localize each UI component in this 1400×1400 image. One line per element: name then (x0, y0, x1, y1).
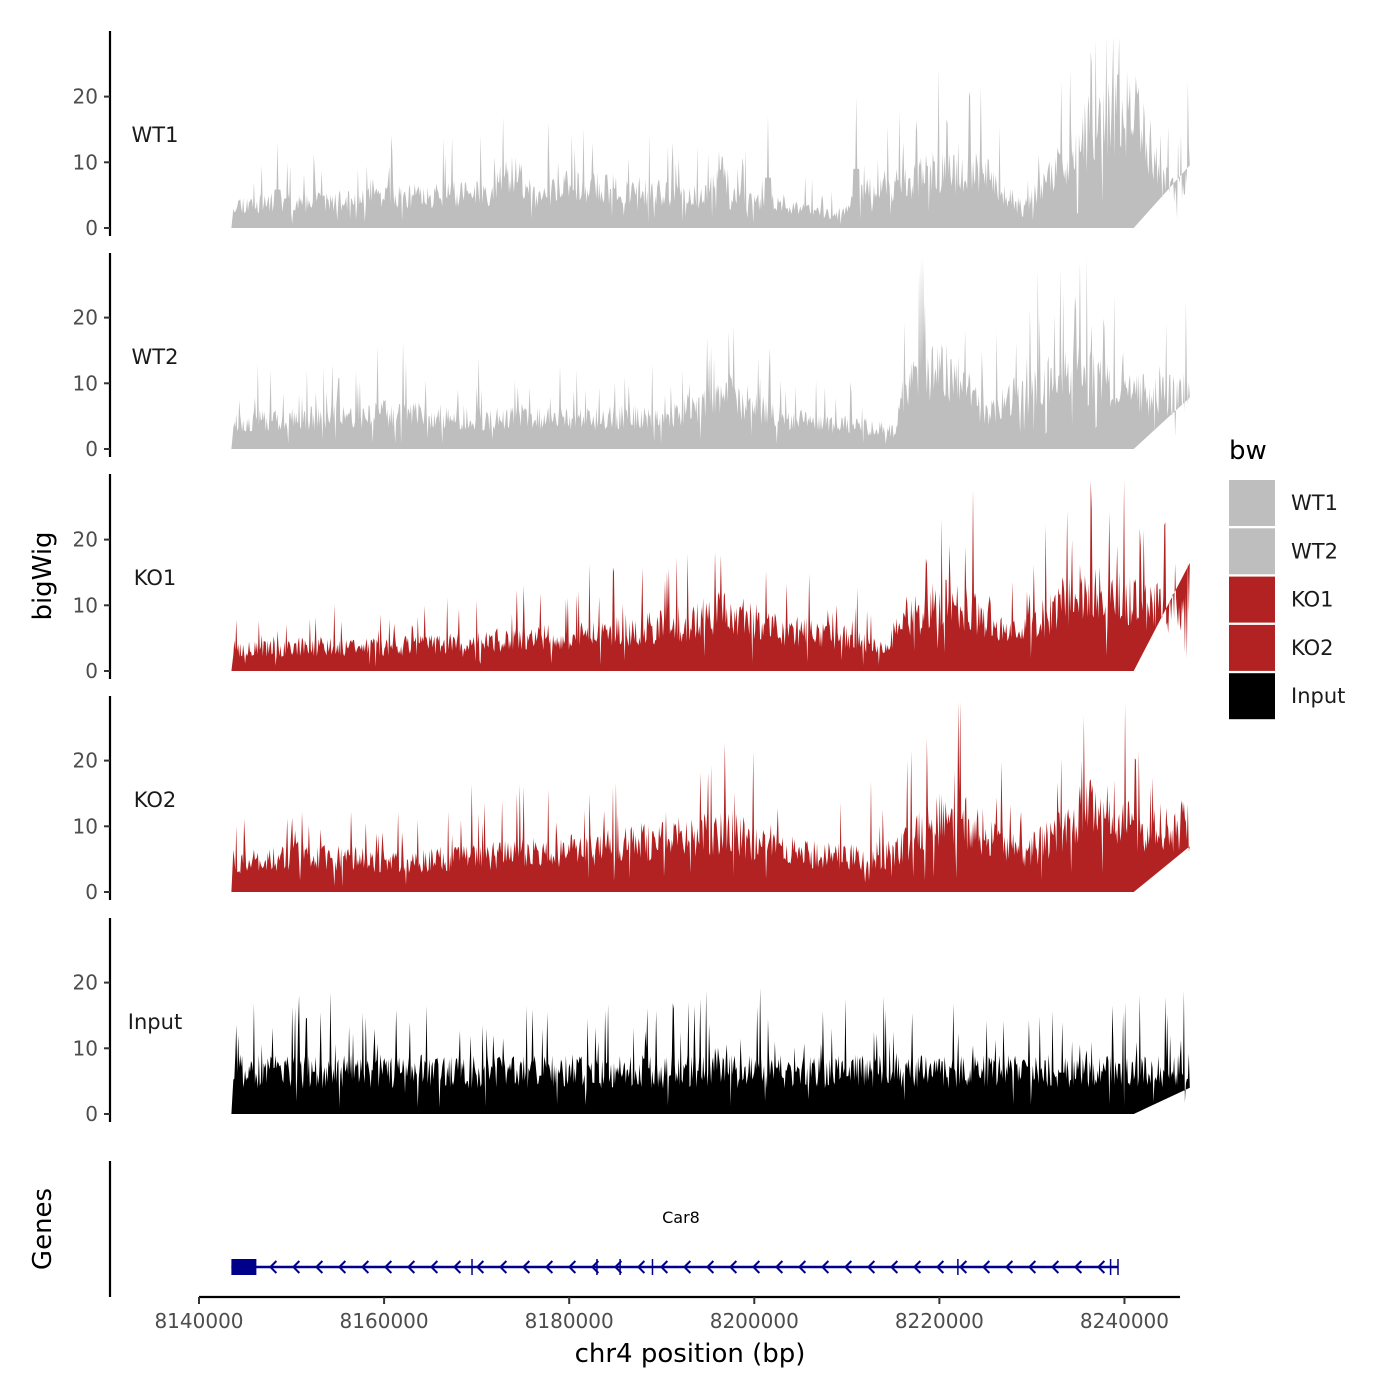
track-label: WT2 (132, 345, 179, 369)
strand-arrow (797, 1260, 807, 1274)
strand-arrow (291, 1260, 301, 1274)
legend-key-wt2 (1229, 528, 1275, 575)
x-tick-label: 8140000 (154, 1309, 243, 1333)
y-tick-label: 20 (73, 749, 98, 773)
strand-arrow (314, 1260, 324, 1274)
strand-arrow (1050, 1260, 1060, 1274)
y-tick-label: 20 (73, 971, 98, 995)
y-tick-label: 20 (73, 528, 98, 552)
legend-key-ko2 (1229, 624, 1275, 671)
gene-name-label: Car8 (662, 1208, 700, 1227)
legend-title: bw (1229, 436, 1267, 466)
strand-arrow (981, 1260, 991, 1274)
track-label: KO2 (134, 788, 177, 812)
x-tick-label: 8160000 (340, 1309, 429, 1333)
signal-area-input (231, 987, 1190, 1114)
signal-area-ko2 (231, 701, 1190, 892)
x-axis: 8140000 8160000 8180000 8200000 8220000 82400… (154, 1295, 1180, 1333)
strand-arrow (498, 1260, 508, 1274)
legend-label: KO1 (1291, 588, 1334, 612)
y-tick-label: 10 (73, 150, 98, 174)
strand-arrow (452, 1260, 462, 1274)
strand-arrow (659, 1260, 669, 1274)
strand-arrow (820, 1260, 830, 1274)
legend: bw WT1 WT2 KO1 KO2 Input (1229, 436, 1345, 720)
strand-arrow (728, 1260, 738, 1274)
y-tick-label: 10 (73, 371, 98, 395)
strand-arrow (636, 1260, 646, 1274)
track-label: WT1 (132, 123, 179, 147)
track-label: Input (128, 1010, 182, 1034)
strand-arrow (935, 1260, 945, 1274)
strand-arrow (1096, 1260, 1106, 1274)
strand-arrow (751, 1260, 761, 1274)
legend-key-ko1 (1229, 576, 1275, 623)
strand-arrow (682, 1260, 692, 1274)
strand-arrow (475, 1260, 485, 1274)
strand-arrow (1027, 1260, 1037, 1274)
legend-label: WT2 (1291, 539, 1338, 563)
strand-arrow (705, 1260, 715, 1274)
signal-area-ko1 (231, 480, 1190, 671)
strand-arrow (337, 1260, 347, 1274)
exon-block (231, 1259, 257, 1275)
track-label: KO1 (134, 566, 177, 590)
strand-arrow (958, 1260, 968, 1274)
track-panel-input: 0 10 20 Input (73, 918, 1190, 1126)
strand-arrow (866, 1260, 876, 1274)
legend-key-wt1 (1229, 480, 1275, 526)
signal-area-wt1 (231, 37, 1190, 228)
strand-arrow (406, 1260, 416, 1274)
x-tick-label: 8240000 (1080, 1309, 1169, 1333)
legend-key-input (1229, 673, 1275, 720)
x-tick-label: 8180000 (525, 1309, 614, 1333)
y-tick-label: 0 (85, 216, 98, 240)
legend-label: Input (1291, 684, 1345, 708)
strand-arrow (590, 1260, 600, 1274)
strand-arrow (613, 1260, 623, 1274)
strand-arrow (521, 1260, 531, 1274)
y-tick-label: 10 (73, 1036, 98, 1060)
x-tick-label: 8200000 (710, 1309, 799, 1333)
strand-arrow (1073, 1260, 1083, 1274)
track-panel-wt2: 0 10 20 WT2 (73, 253, 1190, 461)
y-tick-label: 20 (73, 85, 98, 109)
y-tick-label: 10 (73, 814, 98, 838)
tracks-area: 0 10 20 WT1 0 10 20 WT2 0 10 20 KO1 0 10 20 KO2 0 10 20 Inp… (73, 31, 1190, 1126)
x-axis-title: chr4 position (bp) (575, 1339, 806, 1369)
track-panel-ko2: 0 10 20 KO2 (73, 696, 1190, 904)
y-tick-label: 0 (85, 437, 98, 461)
legend-label: WT1 (1291, 491, 1338, 515)
genes-track: Genes Car8 (28, 1161, 1119, 1297)
y-tick-label: 0 (85, 1102, 98, 1126)
strand-arrow (912, 1260, 922, 1274)
strand-arrow (268, 1260, 278, 1274)
x-tick-label: 8220000 (895, 1309, 984, 1333)
signal-area-wt2 (231, 258, 1190, 449)
track-panel-wt1: 0 10 20 WT1 (73, 31, 1190, 240)
y-tick-label: 0 (85, 659, 98, 683)
y-tick-label: 0 (85, 880, 98, 904)
y-tick-label: 10 (73, 593, 98, 617)
strand-arrow (360, 1260, 370, 1274)
strand-arrow (429, 1260, 439, 1274)
strand-arrow (1004, 1260, 1014, 1274)
y-tick-label: 20 (73, 306, 98, 330)
genes-track-title: Genes (28, 1188, 58, 1270)
strand-arrow (567, 1260, 577, 1274)
y-axis-title: bigWig (28, 531, 58, 620)
strand-arrow (383, 1260, 393, 1274)
strand-arrow (544, 1260, 554, 1274)
legend-label: KO2 (1291, 636, 1334, 660)
strand-arrow (889, 1260, 899, 1274)
track-panel-ko1: 0 10 20 KO1 (73, 474, 1190, 683)
strand-arrow (774, 1260, 784, 1274)
strand-arrow (843, 1260, 853, 1274)
